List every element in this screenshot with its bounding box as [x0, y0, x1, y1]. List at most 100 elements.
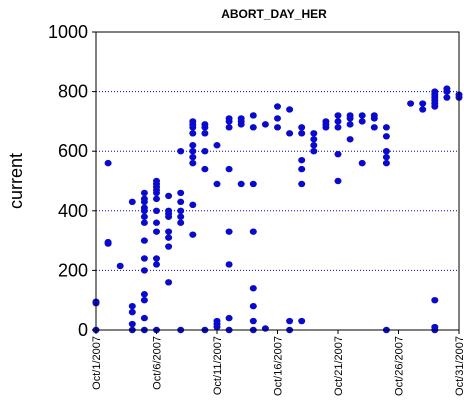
data-point	[225, 314, 233, 322]
data-point	[443, 85, 451, 92]
data-point	[140, 189, 148, 197]
data-point	[298, 124, 306, 131]
data-point	[261, 121, 269, 128]
data-point	[334, 118, 342, 125]
data-point	[165, 243, 173, 250]
data-point	[177, 148, 185, 155]
data-point	[249, 285, 257, 292]
data-point	[225, 228, 233, 235]
data-point	[358, 118, 366, 125]
x-tick-label: Oct/21/2007	[333, 336, 345, 396]
data-point	[189, 142, 197, 149]
data-point	[431, 88, 439, 95]
data-point	[201, 148, 209, 155]
data-point	[153, 261, 160, 268]
data-point	[286, 130, 294, 137]
data-point	[213, 180, 221, 188]
data-point	[140, 297, 148, 304]
data-point	[165, 192, 173, 200]
data-point	[346, 136, 354, 143]
data-point	[153, 255, 160, 262]
x-tick-label: Oct/1/2007	[91, 336, 103, 390]
data-point	[201, 121, 209, 128]
data-point	[140, 195, 148, 203]
data-point	[370, 112, 378, 119]
data-point	[274, 124, 281, 131]
data-point	[298, 156, 306, 164]
data-point	[213, 317, 221, 325]
data-point	[419, 106, 427, 113]
data-point	[104, 159, 112, 167]
data-point	[189, 118, 197, 125]
data-point	[128, 302, 136, 310]
data-point	[140, 204, 148, 212]
data-point	[225, 261, 233, 268]
data-point	[213, 142, 221, 149]
data-point	[419, 100, 427, 107]
data-point	[177, 189, 185, 197]
data-point	[298, 165, 306, 173]
data-point	[310, 136, 318, 143]
data-point	[140, 219, 148, 226]
data-point	[249, 228, 257, 235]
data-point	[140, 314, 148, 322]
data-point	[165, 279, 173, 286]
data-point	[407, 100, 415, 107]
data-point	[249, 317, 257, 325]
data-point	[104, 238, 112, 246]
data-point	[140, 255, 148, 262]
data-point	[249, 302, 257, 310]
data-point	[261, 325, 269, 332]
data-point	[140, 291, 148, 298]
data-point	[140, 213, 148, 220]
data-point	[153, 207, 160, 214]
data-point	[358, 159, 366, 167]
data-point	[370, 124, 378, 131]
x-tick-label: Oct/31/2007	[454, 336, 464, 396]
data-point	[177, 198, 185, 206]
data-point	[334, 124, 342, 131]
data-point	[189, 231, 197, 238]
data-point	[298, 180, 306, 188]
data-point	[128, 320, 136, 328]
data-point	[334, 177, 342, 185]
y-tick-label: 600	[58, 141, 88, 161]
data-point	[140, 267, 148, 274]
x-tick-label: Oct/11/2007	[212, 336, 224, 395]
data-point	[274, 115, 281, 122]
data-point	[153, 219, 160, 226]
data-point	[298, 130, 306, 137]
y-tick-label: 800	[58, 82, 88, 102]
y-tick-labels: 0 200 400 600 800 1000	[48, 22, 96, 340]
data-point	[237, 180, 245, 188]
data-point	[165, 234, 173, 241]
data-point	[322, 118, 330, 125]
data-point	[116, 262, 124, 270]
data-point	[177, 207, 185, 214]
y-axis-label: current	[6, 153, 26, 209]
data-point	[310, 130, 318, 137]
data-point	[177, 213, 185, 220]
data-point	[274, 103, 281, 110]
plot-frame	[95, 31, 460, 331]
x-tick-labels: Oct/1/2007 Oct/6/2007 Oct/11/2007 Oct/16/20…	[91, 330, 464, 396]
data-point	[358, 112, 366, 119]
data-point	[431, 297, 439, 304]
x-tick-label: Oct/26/2007	[394, 336, 406, 396]
data-point	[310, 142, 318, 149]
data-point	[177, 219, 185, 226]
data-point	[382, 153, 390, 161]
data-point	[443, 94, 451, 101]
data-point	[249, 180, 257, 188]
data-point	[128, 198, 136, 206]
data-point	[286, 317, 294, 325]
data-point	[153, 228, 160, 235]
data-point	[431, 323, 439, 331]
data-point	[382, 159, 390, 167]
chart-title: ABORT_DAY_HER	[221, 7, 327, 21]
data-point	[225, 124, 233, 131]
data-point	[346, 112, 354, 119]
data-point	[189, 148, 197, 155]
data-point	[201, 165, 209, 173]
